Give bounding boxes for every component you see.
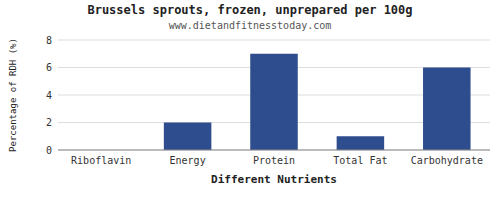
- x-tick-label: Carbohydrate: [411, 155, 483, 166]
- y-tick-label: 8: [46, 35, 52, 46]
- bar: [337, 136, 385, 150]
- bar: [423, 68, 471, 151]
- x-tick-label: Total Fat: [333, 155, 387, 166]
- grid-line: [58, 150, 490, 151]
- title: Brussels sprouts, frozen, unprepared per…: [87, 3, 412, 17]
- x-axis-line: [58, 150, 490, 151]
- x-tick-label: Energy: [170, 155, 206, 166]
- y-tick-label: 6: [46, 62, 52, 73]
- y-tick-label: 0: [46, 145, 52, 156]
- x-axis: Riboflavin Energy Protein Total Fat Carbohyd…: [71, 155, 483, 166]
- background: [0, 0, 500, 200]
- y-axis: 0 2 4 6 8: [46, 35, 490, 156]
- x-tick-label: Protein: [253, 155, 295, 166]
- bar: [250, 54, 298, 150]
- y-tick-label: 4: [46, 90, 52, 101]
- subtitle: www.dietandfitnesstoday.com: [169, 20, 332, 31]
- x-axis-label: Different Nutrients: [211, 173, 337, 186]
- y-axis-label: Percentage of RDH (%): [8, 38, 18, 152]
- chart-svg: Brussels sprouts, frozen, unprepared per…: [0, 0, 500, 200]
- chart-container: Brussels sprouts, frozen, unprepared per…: [0, 0, 500, 200]
- grid-line: [58, 40, 490, 41]
- bar: [164, 123, 212, 151]
- bars: [164, 54, 471, 150]
- x-tick-label: Riboflavin: [71, 155, 131, 166]
- y-tick-label: 2: [46, 117, 52, 128]
